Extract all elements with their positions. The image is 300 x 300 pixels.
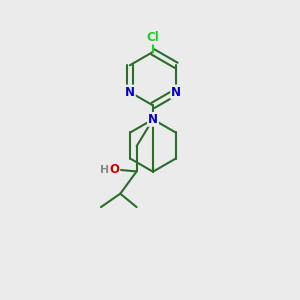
Text: N: N [125,85,135,98]
Text: Cl: Cl [147,31,159,44]
Text: H: H [100,165,110,175]
Text: N: N [148,113,158,126]
Text: N: N [171,85,181,98]
Text: O: O [109,164,119,176]
